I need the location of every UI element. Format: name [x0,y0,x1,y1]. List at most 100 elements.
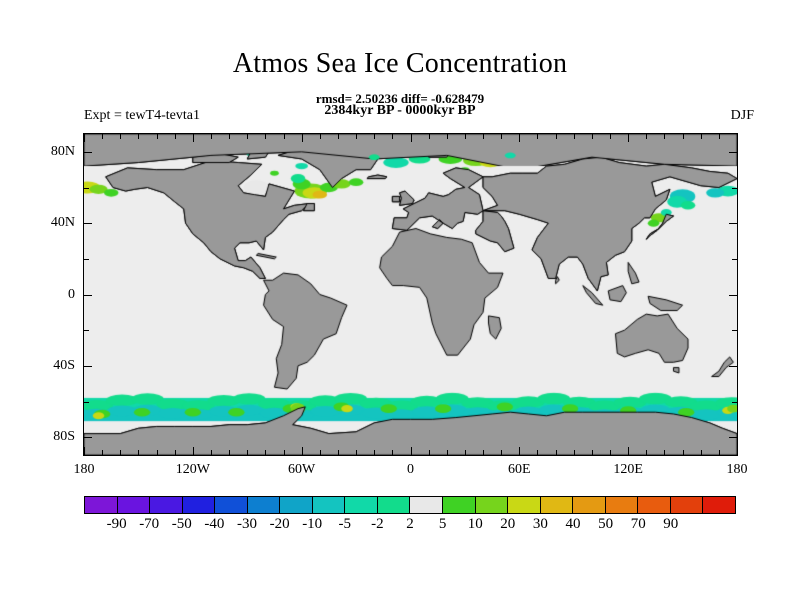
colorbar-swatch [280,497,313,513]
colorbar-swatch [605,497,639,513]
colorbar-tick-label: 10 [467,516,483,532]
x-tick-label: 0 [407,462,414,477]
colorbar-swatch [670,497,704,513]
axis-tick-minor [446,450,448,455]
axis-tick-major [84,437,92,439]
axis-tick-major [84,151,92,153]
colorbar-swatch [247,497,281,513]
colorbar-tick-label: 30 [532,516,548,532]
axis-tick-minor [84,401,89,403]
axis-tick-major [301,447,303,455]
axis-tick-minor [732,401,737,403]
colorbar [84,496,736,514]
colorbar-tick-label: -30 [237,516,257,532]
sea-ice-anomaly-map [84,134,737,455]
axis-tick-major [84,365,92,367]
axis-tick-minor [337,134,339,139]
x-tick-label: 180 [73,462,95,477]
colorbar-swatch [443,497,476,513]
page-title: Atmos Sea Ice Concentration [232,48,568,79]
colorbar-swatch [703,497,735,513]
colorbar-tick-label: -90 [106,516,127,532]
colorbar-swatch [410,497,444,513]
axis-tick-minor [664,134,666,139]
axis-tick-minor [84,187,89,189]
axis-tick-minor [700,134,702,139]
axis-tick-minor [174,134,176,139]
axis-tick-minor [265,450,267,455]
axis-tick-minor [392,134,394,139]
axis-tick-minor [229,450,231,455]
colorbar-tick-label: 90 [663,516,679,532]
axis-tick-minor [591,134,593,139]
axis-tick-minor [102,134,104,139]
colorbar-swatch [638,497,671,513]
axis-tick-major [737,134,738,142]
colorbar-swatch [540,497,574,513]
axis-tick-minor [210,134,212,139]
colorbar-tick-label: 20 [500,516,516,532]
axis-tick-minor [646,450,648,455]
axis-tick-minor [537,450,539,455]
axis-tick-major [192,134,194,142]
colorbar-tick-label: 50 [598,516,614,532]
axis-tick-minor [718,134,720,139]
axis-tick-minor [265,134,267,139]
colorbar-swatch [85,497,118,513]
axis-tick-minor [732,258,737,260]
colorbar-swatch [215,497,248,513]
axis-tick-minor [464,134,466,139]
colorbar-swatch [573,497,606,513]
axis-tick-major [729,365,737,367]
axis-tick-major [729,151,737,153]
axis-tick-minor [700,450,702,455]
axis-tick-minor [664,450,666,455]
rmsd-subtitle: rmsd= 2.50236 diff= -0.628479 [315,91,485,106]
axis-tick-major [628,447,630,455]
axis-tick-major [410,447,412,455]
axis-tick-minor [555,134,557,139]
axis-tick-minor [84,258,89,260]
y-tick-label: 40N [50,215,75,231]
axis-tick-minor [483,450,485,455]
axis-tick-minor [120,450,122,455]
colorbar-swatch [345,497,378,513]
axis-tick-minor [732,187,737,189]
axis-tick-minor [174,450,176,455]
axis-tick-major [84,134,85,142]
axis-tick-minor [84,330,89,332]
axis-tick-major [729,437,737,439]
colorbar-tick-label: 40 [565,516,581,532]
season-label: DJF [730,108,754,123]
colorbar-swatch [377,497,411,513]
axis-tick-minor [718,450,720,455]
axis-tick-minor [374,134,376,139]
axis-tick-minor [501,450,503,455]
axis-tick-major [84,447,85,455]
axis-tick-minor [356,134,358,139]
axis-tick-major [729,294,737,296]
axis-tick-major [737,447,738,455]
colorbar-tick-label: 70 [630,516,646,532]
axis-tick-minor [102,450,104,455]
colorbar-tick-label: -40 [204,516,225,532]
axis-tick-minor [156,450,158,455]
colorbar-swatch [475,497,509,513]
axis-tick-major [729,223,737,225]
axis-tick-minor [247,134,249,139]
colorbar-tick-label: 2 [406,516,414,532]
axis-tick-minor [555,450,557,455]
axis-tick-minor [356,450,358,455]
axis-tick-minor [283,450,285,455]
axis-tick-minor [120,134,122,139]
colorbar-tick-label: -70 [139,516,160,532]
axis-tick-minor [138,134,140,139]
axis-tick-minor [591,450,593,455]
colorbar-labels: -90 -70 -50 -40 -30 -20 -10 -5 -2 2 5 10 20 30 40 50 70 9… [84,516,736,538]
colorbar-tick-label: -5 [338,516,352,532]
colorbar-swatch [182,497,216,513]
axis-tick-major [519,134,521,142]
axis-tick-minor [392,450,394,455]
colorbar-tick-label: -2 [371,516,384,532]
